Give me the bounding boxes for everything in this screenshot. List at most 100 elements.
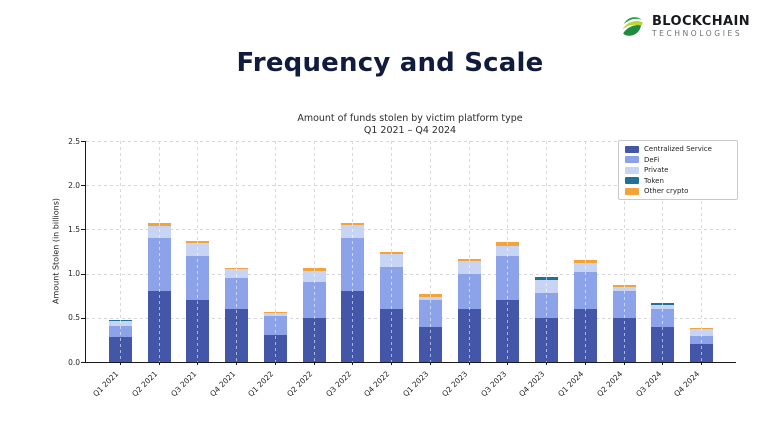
x-tick-mark [391,362,393,365]
x-tick-label: Q4 2022 [362,369,392,399]
x-tick-label: Q1 2021 [91,369,121,399]
legend-swatch [625,187,639,195]
x-tick-label: Q3 2022 [323,369,354,399]
gridline-vertical [429,141,431,362]
x-tick-mark [507,362,509,365]
x-tick-mark [584,362,586,365]
bar-gridline-overlay [236,268,238,362]
legend-swatch [625,166,639,174]
gridline-horizontal [86,273,736,275]
bar-gridline-overlay [468,258,470,362]
x-tick-label: Q2 2024 [595,369,625,399]
bar-gridline-overlay [623,285,625,362]
x-tick-label: Q3 2023 [478,369,509,399]
y-tick-mark [81,141,85,142]
bar-gridline-overlay [429,293,431,362]
bar-gridline-overlay [352,223,354,362]
x-tick-mark [197,362,199,365]
x-tick-mark [546,362,548,365]
x-tick-mark [313,362,315,365]
gridline-vertical [468,141,470,362]
x-tick-label: Q1 2024 [556,369,586,399]
bar-gridline-overlay [274,311,276,362]
legend-swatch [625,145,639,153]
legend-label: DeFi [644,155,660,164]
legend-label: Centralized Service [644,145,712,153]
y-tick-mark [81,229,85,231]
legend-item: Token [625,177,731,185]
x-tick-label: Q2 2021 [130,369,160,399]
gridline-vertical [584,141,586,362]
x-tick-label: Q1 2023 [401,369,431,399]
y-tick-mark [81,273,85,275]
gridline-vertical [274,141,276,362]
x-tick-mark [352,362,354,365]
gridline-horizontal [86,229,736,231]
bar-gridline-overlay [662,302,664,362]
x-tick-mark [274,362,276,365]
legend-item: Centralized Service [625,145,731,153]
logo-subname: TECHNOLOGIES [651,29,743,39]
bar-gridline-overlay [313,268,315,362]
gridline-vertical [120,141,121,362]
gridline-vertical [236,141,238,362]
gridline-horizontal [86,317,736,319]
blockchain-swirl-icon [622,17,643,36]
legend-label: Private [644,166,669,174]
x-tick-label: Q3 2021 [169,369,199,399]
gridline-vertical [623,141,625,362]
gridline-vertical [662,141,664,362]
y-tick-label: 2.5 [68,136,80,146]
bar-gridline-overlay [197,240,199,362]
legend: Centralized Service DeFi Private Token Other… [618,140,738,200]
x-tick-label: Q1 2022 [246,369,276,399]
bar-gridline-overlay [158,223,160,362]
x-tick-mark [701,362,702,365]
y-tick-label: 1.0 [68,269,80,279]
page-title: Frequency and Scale [236,48,544,78]
logo-name: BLOCKCHAIN [651,13,750,29]
x-tick-mark [429,362,431,365]
bar-gridline-overlay [701,327,702,362]
bar-gridline-overlay [546,277,548,362]
x-tick-label: Q2 2022 [285,369,315,399]
y-tick-label: 2.0 [68,180,80,190]
bar-gridline-overlay [507,241,509,362]
x-tick-mark [120,362,121,365]
bar-gridline-overlay [120,319,121,362]
y-axis-label: Amount Stolen (in billions) [51,197,61,305]
x-tick-label: Q4 2023 [517,369,547,399]
x-tick-label: Q2 2023 [440,369,470,399]
logo-text: BLOCKCHAIN TECHNOLOGIES [652,15,750,39]
x-tick-mark [158,362,160,365]
legend-label: Other crypto [644,187,689,195]
x-tick-label: Q4 2021 [207,369,237,399]
x-tick-label: Q3 2024 [633,369,663,399]
y-tick-label: 0.0 [68,357,80,367]
gridline-vertical [313,141,315,362]
gridline-vertical [701,141,702,362]
gridline-vertical [546,141,548,362]
bar-gridline-overlay [584,260,586,362]
chart-title: Amount of funds stolen by victim platfor… [85,113,735,137]
x-tick-mark [623,362,625,365]
legend-item: DeFi [625,156,731,164]
legend-swatch [625,177,639,184]
chart-title-line1: Amount of funds stolen by victim platfor… [297,113,523,124]
gridline-horizontal [86,185,736,187]
plot-area: Centralized Service DeFi Private Token Other… [85,140,738,365]
y-tick-label: 1.5 [68,224,80,234]
gridline-horizontal [86,141,736,142]
y-tick-mark [81,185,85,187]
y-tick-mark [81,317,85,319]
legend-item: Other crypto [625,187,731,195]
y-tick-label: 0.5 [68,313,80,323]
legend-item: Private [625,166,731,174]
y-tick-mark [81,362,85,363]
legend-swatch [625,156,639,163]
x-tick-label: Q4 2024 [672,369,702,399]
x-tick-mark [662,362,664,365]
logo: BLOCKCHAIN TECHNOLOGIES [619,13,750,40]
legend-label: Token [644,176,664,185]
